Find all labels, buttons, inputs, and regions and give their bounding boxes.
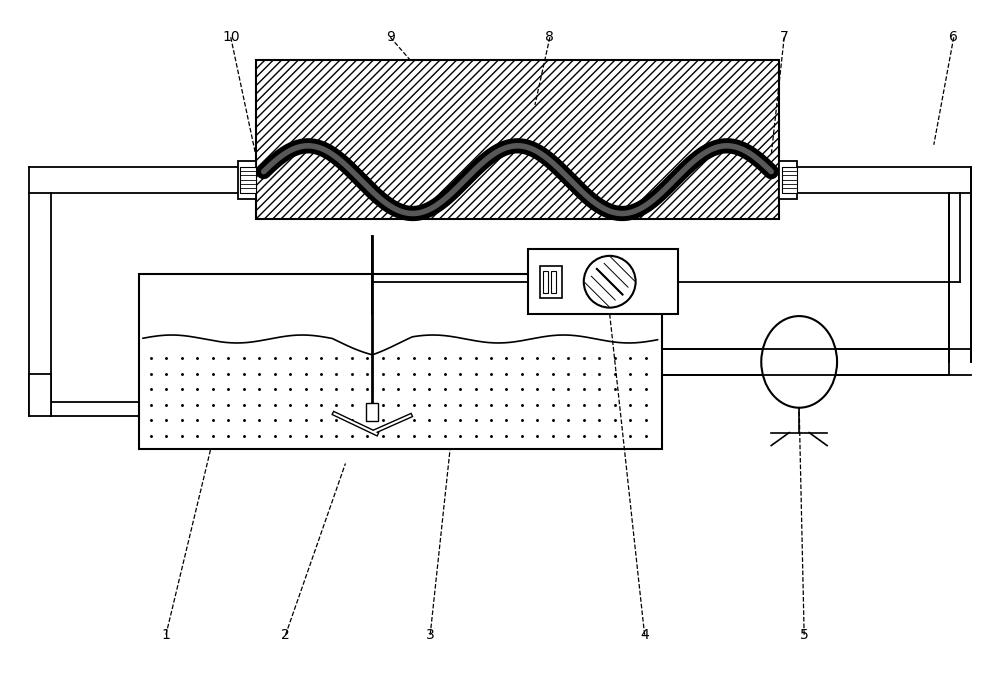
Text: 4: 4 [640, 627, 649, 642]
Text: 3: 3 [426, 627, 435, 642]
Text: 9: 9 [386, 30, 395, 44]
Text: 2: 2 [281, 627, 290, 642]
Text: 6: 6 [949, 30, 958, 44]
Bar [256, 60, 779, 220]
Text: 10: 10 [222, 30, 240, 44]
Bar [779, 160, 797, 199]
Text: 7: 7 [780, 30, 789, 44]
Bar [240, 166, 256, 193]
Text: 8: 8 [545, 30, 554, 44]
Bar [543, 271, 548, 293]
Text: 1: 1 [161, 627, 170, 642]
Text: 5: 5 [800, 627, 809, 642]
Bar [139, 274, 662, 448]
Bar [366, 403, 378, 421]
Bar [528, 249, 678, 314]
Bar [540, 266, 562, 298]
Bar [238, 160, 256, 199]
Bar [782, 166, 797, 193]
Bar [29, 374, 51, 416]
Bar [551, 271, 556, 293]
